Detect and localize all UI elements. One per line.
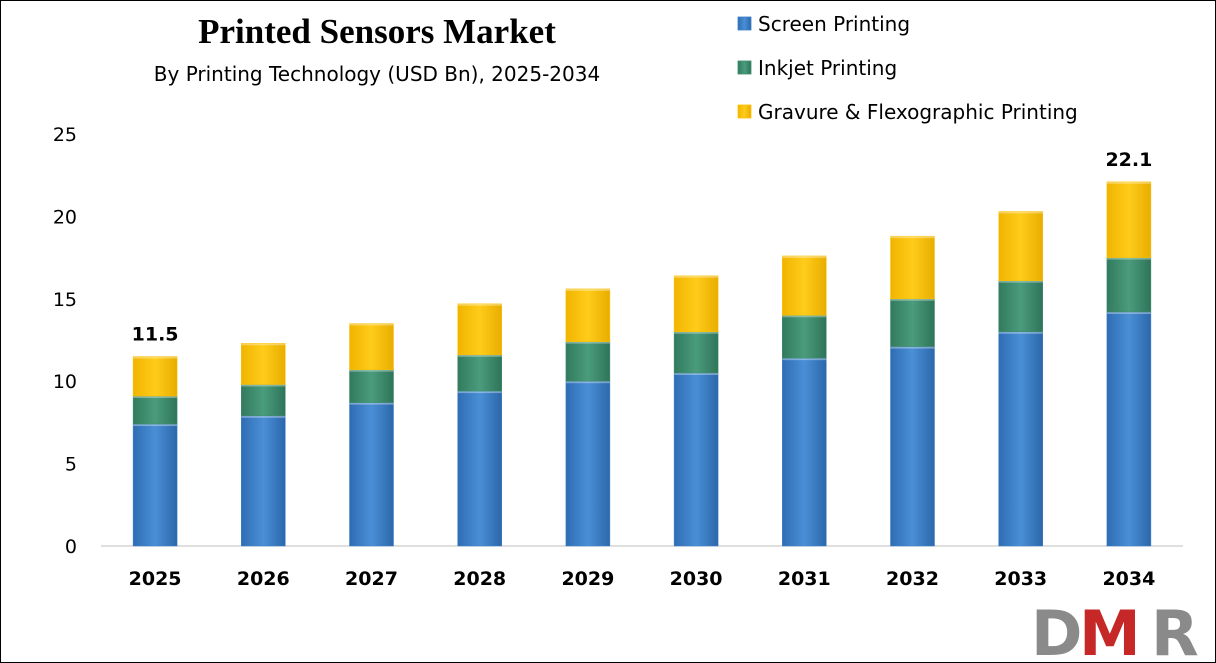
bar-segment bbox=[565, 288, 611, 342]
bar-segment-highlight bbox=[565, 288, 610, 291]
x-tick-label: 2026 bbox=[237, 568, 290, 590]
bar-segment bbox=[890, 298, 935, 347]
svg-text:R: R bbox=[1151, 597, 1199, 662]
bar-segment bbox=[998, 331, 1043, 547]
bar-segment bbox=[998, 280, 1043, 333]
y-axis: 0 5 10 15 20 25 bbox=[53, 124, 77, 558]
svg-text:M: M bbox=[1079, 597, 1141, 662]
legend-label: Inkjet Printing bbox=[758, 56, 897, 80]
bar-segment bbox=[241, 384, 286, 417]
bar-segment bbox=[890, 346, 935, 547]
bar-segment bbox=[132, 423, 178, 547]
svg-text:D: D bbox=[1031, 597, 1082, 662]
legend-label: Screen Printing bbox=[758, 12, 910, 36]
bar-segment-highlight bbox=[890, 236, 935, 239]
bar-segment-highlight bbox=[565, 381, 610, 384]
total-data-label: 11.5 bbox=[132, 323, 179, 345]
bar-segment-highlight bbox=[998, 211, 1043, 214]
bar-segment bbox=[565, 380, 611, 547]
bar-segment-highlight bbox=[674, 372, 719, 375]
bar-segment-highlight bbox=[1106, 311, 1151, 314]
bar-segment-highlight bbox=[457, 354, 502, 357]
bar-segment-highlight bbox=[1106, 257, 1151, 260]
bar-segment-highlight bbox=[565, 341, 610, 344]
chart-subtitle: By Printing Technology (USD Bn), 2025-20… bbox=[154, 62, 600, 86]
bar-segment bbox=[782, 357, 827, 547]
bar-segment bbox=[673, 372, 719, 547]
legend-swatch bbox=[737, 60, 752, 75]
bar-segment-highlight bbox=[782, 315, 827, 318]
bar-segment-highlight bbox=[133, 424, 178, 427]
bar-segment bbox=[349, 369, 394, 403]
bar-segment bbox=[890, 235, 935, 300]
bar-segment-highlight bbox=[782, 358, 827, 361]
legend-swatch bbox=[737, 104, 752, 119]
bar-segment bbox=[1106, 311, 1152, 547]
bar-segment bbox=[782, 255, 827, 316]
bar-segment bbox=[349, 323, 394, 370]
bar-segment bbox=[998, 211, 1043, 281]
bar-segment bbox=[457, 354, 502, 392]
y-tick-label: 5 bbox=[65, 454, 77, 476]
bar-segment-highlight bbox=[890, 346, 935, 349]
y-tick-label: 0 bbox=[65, 536, 77, 558]
x-tick-label: 2025 bbox=[129, 568, 182, 590]
bar-segment-highlight bbox=[349, 369, 394, 372]
bar-segment-highlight bbox=[241, 343, 286, 346]
bar-segment bbox=[241, 415, 286, 547]
bar-segment bbox=[1106, 181, 1152, 258]
bar-segment bbox=[1106, 257, 1152, 313]
dmr-logo: D M R bbox=[1031, 597, 1199, 662]
bar-segment bbox=[132, 395, 178, 425]
bar-segment bbox=[241, 343, 286, 385]
bar-segment-highlight bbox=[782, 255, 827, 258]
bar-segment bbox=[673, 331, 719, 374]
legend-label: Gravure & Flexographic Printing bbox=[758, 100, 1078, 124]
x-tick-label: 2027 bbox=[345, 568, 398, 590]
bar-segment-highlight bbox=[457, 391, 502, 394]
bar-segment bbox=[673, 275, 719, 333]
y-tick-label: 10 bbox=[53, 371, 77, 393]
y-tick-label: 25 bbox=[53, 124, 77, 146]
legend: Screen Printing Inkjet Printing Gravure & … bbox=[737, 12, 1078, 124]
bars bbox=[132, 181, 1152, 547]
y-tick-label: 20 bbox=[53, 206, 77, 228]
bar-segment-highlight bbox=[998, 280, 1043, 283]
bar-segment-highlight bbox=[241, 384, 286, 387]
bar-segment-highlight bbox=[1106, 181, 1151, 184]
bar-segment-highlight bbox=[241, 415, 286, 418]
total-data-label: 22.1 bbox=[1105, 149, 1152, 171]
bar-segment-highlight bbox=[674, 275, 719, 278]
legend-swatch bbox=[737, 16, 752, 31]
x-tick-label: 2030 bbox=[670, 568, 723, 590]
bar-segment-highlight bbox=[133, 356, 178, 359]
bar-segment-highlight bbox=[457, 303, 502, 306]
x-tick-label: 2032 bbox=[886, 568, 939, 590]
chart-title: Printed Sensors Market bbox=[198, 12, 556, 51]
x-tick-label: 2033 bbox=[994, 568, 1047, 590]
bar-segment-highlight bbox=[349, 402, 394, 405]
bar-segment-highlight bbox=[998, 331, 1043, 334]
bar-segment bbox=[132, 356, 178, 397]
bar-segment bbox=[457, 390, 502, 547]
bar-segment-highlight bbox=[133, 396, 178, 399]
bar-segment bbox=[565, 341, 611, 382]
bar-segment-highlight bbox=[890, 298, 935, 301]
bar-segment-highlight bbox=[349, 323, 394, 326]
x-tick-label: 2028 bbox=[453, 568, 506, 590]
x-axis: 2025 2026 2027 2028 2029 2030 2031 2032 2033 2034 bbox=[129, 568, 1156, 590]
bar-segment bbox=[349, 402, 394, 547]
x-tick-label: 2031 bbox=[778, 568, 831, 590]
x-tick-label: 2029 bbox=[561, 568, 614, 590]
annotations: 11.5 22.1 bbox=[132, 149, 1153, 346]
y-tick-label: 15 bbox=[53, 289, 77, 311]
bar-segment-highlight bbox=[674, 331, 719, 334]
x-tick-label: 2034 bbox=[1102, 568, 1155, 590]
bar-segment bbox=[457, 303, 502, 356]
bar-segment bbox=[782, 315, 827, 359]
